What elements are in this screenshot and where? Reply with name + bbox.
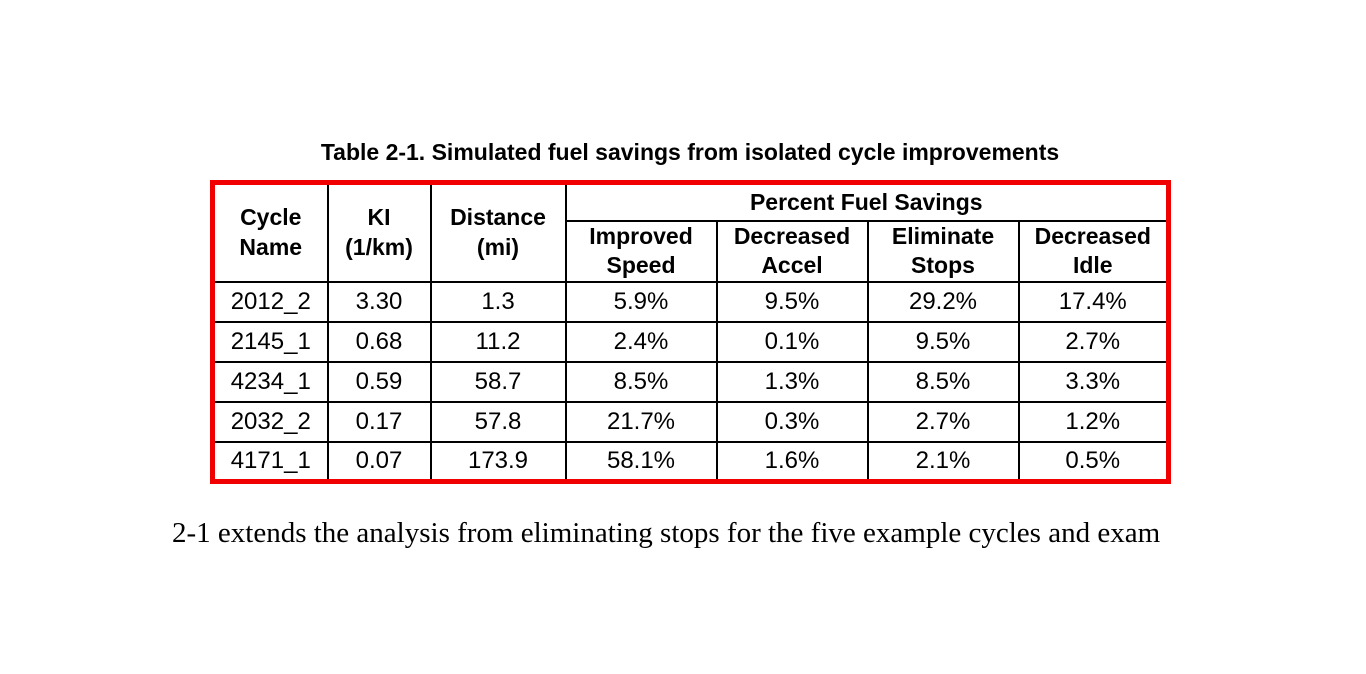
cell-eliminate-stops: 29.2% — [866, 280, 1020, 323]
fuel-savings-table: Cycle Name KI (1/km) Distance (mi) Perce… — [210, 180, 1172, 484]
cell-improved-speed: 21.7% — [564, 400, 718, 443]
cell-distance: 173.9 — [429, 440, 567, 483]
cell-ki: 0.59 — [326, 360, 432, 403]
header-improved-speed: Improved Speed — [564, 219, 718, 283]
header-eliminate-stops: Eliminate Stops — [866, 219, 1020, 283]
cell-improved-speed: 2.4% — [564, 320, 718, 363]
header-cycle-name: Cycle Name — [211, 181, 329, 283]
cell-eliminate-stops: 9.5% — [866, 320, 1020, 363]
header-percent-fuel-savings: Percent Fuel Savings — [564, 181, 1170, 222]
cell-improved-speed: 58.1% — [564, 440, 718, 483]
cell-decreased-accel: 1.6% — [715, 440, 869, 483]
cell-cycle-name: 4234_1 — [211, 360, 329, 403]
cell-decreased-idle: 1.2% — [1017, 400, 1170, 443]
cell-cycle-name: 2012_2 — [211, 280, 329, 323]
table-row: 2032_2 0.17 57.8 21.7% 0.3% 2.7% 1.2% — [211, 400, 1170, 443]
cell-decreased-accel: 9.5% — [715, 280, 869, 323]
table-row: 2145_1 0.68 11.2 2.4% 0.1% 9.5% 2.7% — [211, 320, 1170, 363]
cell-ki: 0.17 — [326, 400, 432, 443]
cell-ki: 3.30 — [326, 280, 432, 323]
cell-eliminate-stops: 8.5% — [866, 360, 1020, 403]
cell-cycle-name: 4171_1 — [211, 440, 329, 483]
cell-distance: 57.8 — [429, 400, 567, 443]
cell-distance: 11.2 — [429, 320, 567, 363]
cell-ki: 0.68 — [326, 320, 432, 363]
header-distance: Distance (mi) — [429, 181, 567, 283]
header-decreased-idle: Decreased Idle — [1017, 219, 1170, 283]
table-header-row-2: Improved Speed Decreased Accel Eliminate… — [213, 219, 1170, 283]
cell-decreased-idle: 0.5% — [1017, 440, 1170, 483]
cell-decreased-idle: 2.7% — [1017, 320, 1170, 363]
cell-decreased-accel: 1.3% — [715, 360, 869, 403]
cell-decreased-idle: 3.3% — [1017, 360, 1170, 403]
cell-cycle-name: 2032_2 — [211, 400, 329, 443]
cell-improved-speed: 5.9% — [564, 280, 718, 323]
table-caption: Table 2-1. Simulated fuel savings from i… — [320, 139, 1060, 165]
cell-decreased-idle: 17.4% — [1017, 280, 1170, 323]
cell-distance: 1.3 — [429, 280, 567, 323]
cell-decreased-accel: 0.3% — [715, 400, 869, 443]
cell-decreased-accel: 0.1% — [715, 320, 869, 363]
table-row: 2012_2 3.30 1.3 5.9% 9.5% 29.2% 17.4% — [211, 280, 1170, 323]
cell-eliminate-stops: 2.7% — [866, 400, 1020, 443]
cell-cycle-name: 2145_1 — [211, 320, 329, 363]
cell-distance: 58.7 — [429, 360, 567, 403]
table-row: 4234_1 0.59 58.7 8.5% 1.3% 8.5% 3.3% — [211, 360, 1170, 403]
cell-improved-speed: 8.5% — [564, 360, 718, 403]
header-decreased-accel: Decreased Accel — [715, 219, 869, 283]
body-text: 2-1 extends the analysis from eliminatin… — [172, 517, 1161, 549]
table-header-row-1: Cycle Name KI (1/km) Distance (mi) Perce… — [211, 181, 1170, 283]
cell-ki: 0.07 — [326, 440, 432, 483]
header-ki: KI (1/km) — [326, 181, 432, 283]
cell-eliminate-stops: 2.1% — [866, 440, 1020, 483]
table-row: 4171_1 0.07 173.9 58.1% 1.6% 2.1% 0.5% — [211, 440, 1170, 483]
